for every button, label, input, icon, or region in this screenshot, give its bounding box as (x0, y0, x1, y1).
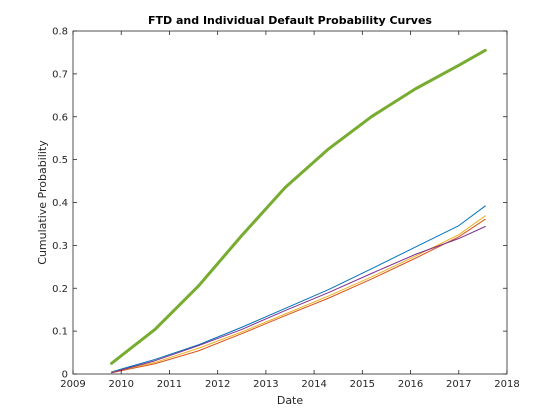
y-tick-label: 0.3 (52, 241, 68, 252)
y-tick-label: 0.8 (52, 27, 68, 38)
series-line-5 (110, 48, 487, 365)
series-lines (110, 48, 487, 374)
x-tick-label: 2013 (253, 379, 278, 390)
chart-title: FTD and Individual Default Probability C… (148, 14, 432, 27)
series-line-2 (111, 218, 486, 374)
x-tick-label: 2010 (108, 379, 133, 390)
y-axis-ticks: 0 0.1 0.2 0.3 0.4 0.5 0.6 0.7 0.8 (52, 27, 507, 381)
y-tick-label: 0.5 (52, 155, 68, 166)
x-tick-label: 2016 (398, 379, 423, 390)
x-tick-label: 2009 (60, 379, 85, 390)
y-tick-label: 0.2 (52, 284, 68, 295)
series-line-3 (111, 215, 486, 373)
y-tick-label: 0.1 (52, 327, 68, 338)
y-tick-label: 0 (62, 370, 68, 381)
x-axis-label: Date (277, 394, 304, 407)
x-axis-ticks: 2009 2010 2011 2012 2013 2014 2015 2016 2017 2018 (60, 31, 520, 390)
x-tick-label: 2014 (301, 379, 326, 390)
plot-area (73, 31, 507, 374)
y-tick-label: 0.6 (52, 112, 68, 123)
x-tick-label: 2018 (494, 379, 519, 390)
series-line-4 (111, 226, 486, 374)
x-tick-label: 2011 (157, 379, 182, 390)
y-tick-label: 0.7 (52, 69, 68, 80)
y-tick-label: 0.4 (52, 198, 68, 209)
series-line-1 (111, 205, 486, 373)
x-tick-label: 2015 (350, 379, 375, 390)
y-axis-label: Cumulative Probability (36, 140, 49, 265)
x-tick-label: 2017 (446, 379, 471, 390)
x-tick-label: 2012 (205, 379, 230, 390)
